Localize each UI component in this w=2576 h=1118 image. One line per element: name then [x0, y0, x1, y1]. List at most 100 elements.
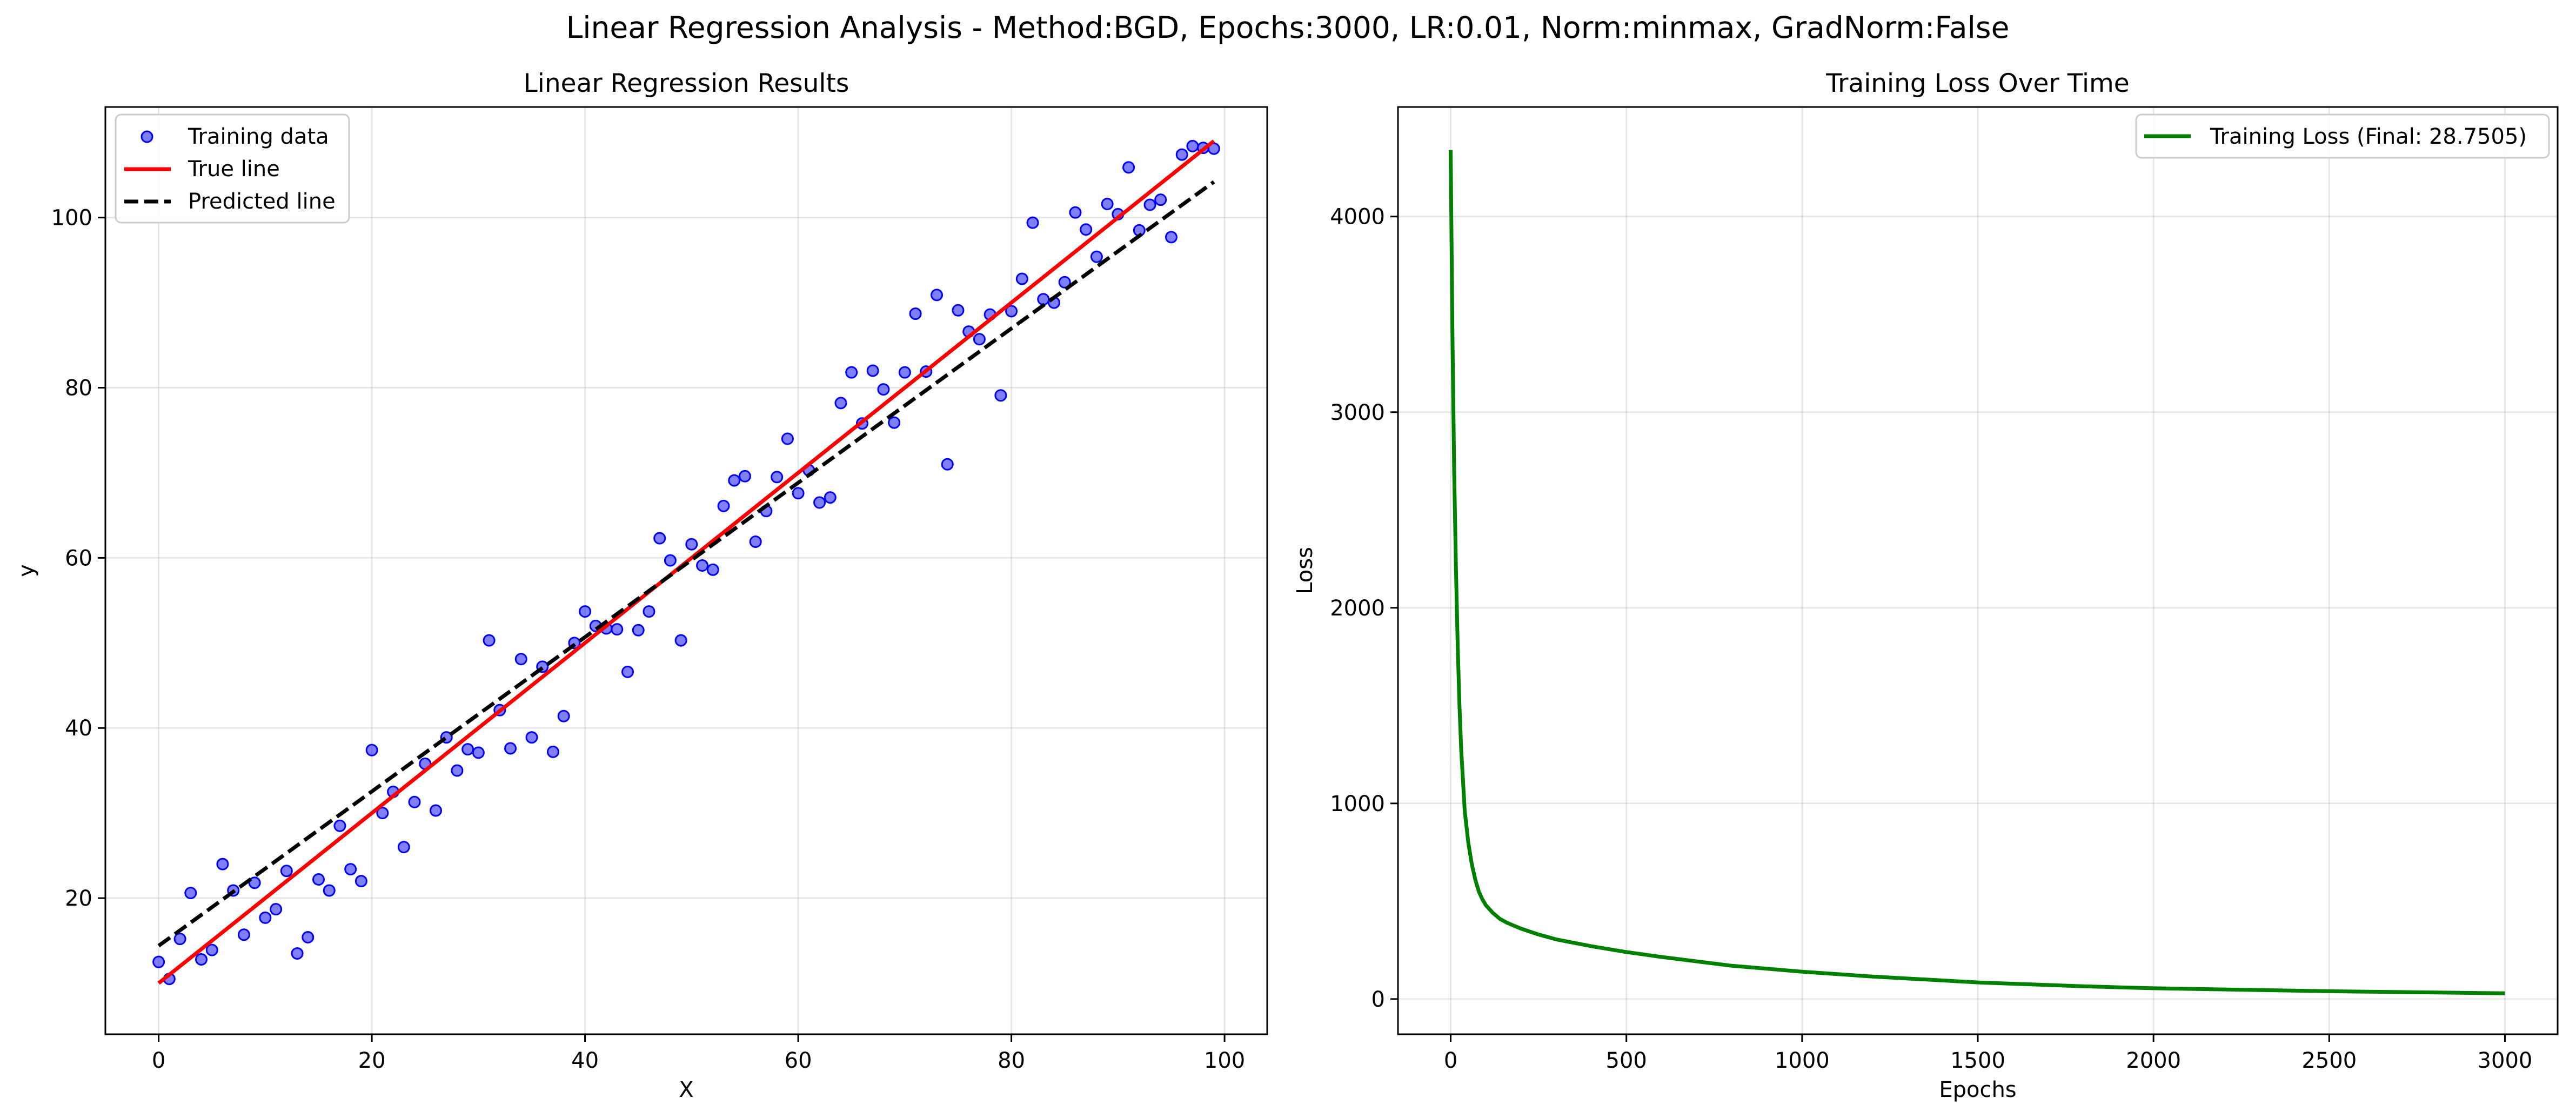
training-data-point [728, 474, 741, 487]
training-data-point [824, 491, 837, 504]
loss-xtick-label: 0 [1444, 1048, 1457, 1073]
regression-plot-background [105, 107, 1267, 1034]
regression-xtick-label: 80 [998, 1048, 1025, 1073]
loss-xlabel: Epochs [1939, 1077, 2016, 1102]
training-data-point [845, 366, 858, 379]
training-data-point [706, 563, 719, 576]
training-data-point [973, 333, 986, 346]
regression-ticks: 0 20 40 60 80 100 20 40 60 80 100 [51, 206, 1246, 1073]
loss-marks [1449, 150, 2505, 995]
loss-xtick-label: 1000 [1775, 1048, 1830, 1073]
training-data-point [365, 744, 378, 757]
regression-legend-box [115, 113, 350, 224]
training-data-point [738, 470, 751, 483]
training-data-point [354, 875, 367, 888]
regression-ylabel: y [14, 564, 39, 577]
training-data-point [1069, 206, 1082, 219]
training-data-point [546, 745, 559, 758]
training-data-point [237, 928, 250, 941]
training-data-point [270, 903, 283, 916]
training-data-point [771, 471, 784, 484]
training-data-point [685, 538, 698, 551]
regression-xlabel: X [679, 1077, 693, 1102]
loss-ytick-label: 2000 [1330, 596, 1385, 621]
training-data-point [397, 841, 410, 854]
loss-grid [1398, 107, 2558, 1034]
training-data-point [877, 383, 890, 396]
regression-plot-frame [104, 106, 1268, 1035]
training-data-point [1154, 193, 1167, 206]
training-data-point [376, 807, 389, 820]
legend-loss-label: Training Loss (Final: 28.7505) [2210, 124, 2527, 149]
training-data-point [1026, 216, 1039, 229]
training-data-point [866, 364, 879, 377]
training-data-point [195, 953, 208, 966]
regression-ytick-label: 100 [51, 206, 92, 231]
regression-xtick-label: 100 [1204, 1048, 1245, 1073]
legend-predicted-line-label: Predicted line [188, 189, 336, 214]
loss-xtick-label: 3000 [2478, 1048, 2533, 1073]
training-data-point [216, 858, 229, 871]
training-data-point [1186, 139, 1199, 152]
training-data-point [280, 865, 293, 878]
regression-xtick-label: 40 [571, 1048, 599, 1073]
regression-ytick-label: 60 [65, 546, 92, 571]
training-data-point [461, 743, 474, 756]
training-data-point [1080, 223, 1093, 236]
loss-ytick-label: 1000 [1330, 792, 1385, 816]
training-data-point [717, 499, 730, 512]
training-data-point [579, 605, 592, 618]
training-data-point [152, 955, 165, 968]
training-data-point [749, 535, 762, 548]
regression-xtick-label: 60 [785, 1048, 812, 1073]
legend-true-line-label: True line [188, 157, 280, 182]
training-data-point [451, 764, 464, 777]
regression-xtick-label: 20 [358, 1048, 386, 1073]
training-data-point [333, 819, 346, 832]
regression-title: Linear Regression Results [524, 69, 849, 98]
training-data-point [184, 887, 197, 900]
loss-xtick-label: 500 [1606, 1048, 1647, 1073]
training-data-point [813, 496, 826, 509]
training-loss-line [1449, 150, 2505, 995]
loss-ytick-label: 3000 [1330, 400, 1385, 425]
training-data-point [1143, 198, 1156, 211]
training-data-point [909, 307, 922, 320]
training-data-point [994, 389, 1007, 402]
training-data-point [302, 931, 315, 944]
regression-ytick-label: 40 [65, 716, 92, 741]
training-data-point [1015, 272, 1028, 285]
training-data-point [941, 458, 954, 471]
training-data-point [1090, 250, 1103, 263]
loss-legend: Training Loss (Final: 28.7505) [2135, 113, 2550, 159]
training-data-point [472, 746, 485, 759]
regression-xtick-label: 0 [152, 1048, 165, 1073]
figure-suptitle: Linear Regression Analysis - Method:BGD,… [566, 10, 2010, 45]
training-data-point [1101, 197, 1114, 210]
training-data-point [643, 605, 655, 618]
loss-ytick-label: 4000 [1330, 205, 1385, 230]
predicted-line [157, 180, 1215, 948]
training-data-point [1122, 161, 1135, 174]
training-data-point [312, 873, 325, 886]
training-data-point [525, 731, 538, 744]
training-data-point [674, 634, 687, 647]
training-data-point [931, 289, 944, 302]
training-data-point [632, 624, 645, 637]
loss-xtick-label: 2000 [2126, 1048, 2181, 1073]
training-data-point [1165, 231, 1177, 244]
loss-xtick-label: 2500 [2301, 1048, 2357, 1073]
training-data-point [611, 623, 624, 636]
training-data-point [1175, 148, 1188, 161]
loss-panel: Training Loss Over Time 0 500 1000 1500 2000… [1293, 69, 2559, 1102]
training-data-point [504, 742, 517, 755]
training-data-point [323, 884, 336, 897]
training-data-point [557, 709, 570, 722]
loss-ticks: 0 500 1000 1500 2000 2500 3000 0 1000 2000 3000 400… [1330, 205, 2532, 1073]
training-data-point [781, 432, 794, 445]
training-data-point [408, 795, 421, 808]
regression-ytick-label: 20 [65, 886, 92, 911]
loss-xtick-label: 1500 [1950, 1048, 2005, 1073]
training-data-point [952, 304, 965, 317]
